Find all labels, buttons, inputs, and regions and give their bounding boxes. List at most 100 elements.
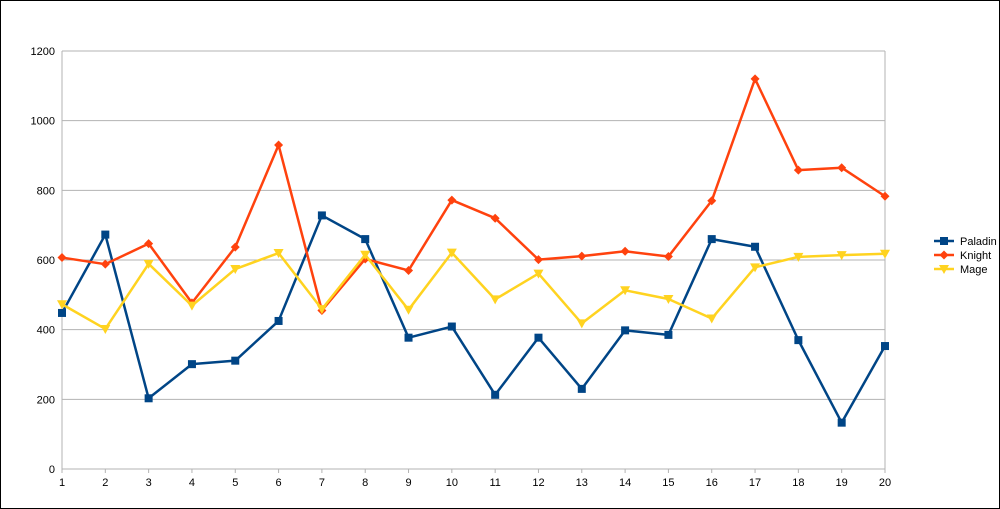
x-tick-label: 4 <box>189 477 195 489</box>
data-point-mage <box>143 259 154 269</box>
data-point-paladin <box>621 326 630 335</box>
x-tick-label: 14 <box>619 477 631 489</box>
x-tick-label: 18 <box>792 477 804 489</box>
legend-label-mage: Mage <box>960 264 988 276</box>
data-point-paladin <box>404 333 413 342</box>
y-tick-label: 600 <box>37 255 55 267</box>
data-point-knight <box>750 74 760 84</box>
x-tick-label: 10 <box>446 477 458 489</box>
x-tick-label: 8 <box>362 477 368 489</box>
y-tick-label: 400 <box>37 325 55 337</box>
x-tick-label: 3 <box>146 477 152 489</box>
data-point-knight <box>490 213 500 223</box>
data-point-paladin <box>837 418 846 427</box>
data-point-knight <box>880 191 890 201</box>
legend-item-knight: Knight <box>934 250 991 262</box>
x-tick-label: 15 <box>662 477 674 489</box>
legend-label-paladin: Paladin <box>960 236 997 248</box>
legend: Paladin Knight Mage <box>934 236 997 276</box>
data-point-mage <box>360 250 371 260</box>
x-tick-label: 2 <box>102 477 108 489</box>
data-point-mage <box>576 319 587 329</box>
data-point-paladin <box>317 211 326 220</box>
y-tick-label: 200 <box>37 394 55 406</box>
series-knight <box>57 74 890 316</box>
data-point-knight <box>274 140 284 150</box>
data-point-knight <box>707 196 717 206</box>
series-paladin <box>58 211 889 427</box>
data-point-mage <box>316 305 327 315</box>
x-tick-label: 7 <box>319 477 325 489</box>
data-point-knight <box>144 239 154 249</box>
x-tick-labels: 1 2 3 4 5 6 7 8 9 10 11 12 13 14 15 16 17 18 19 20 <box>59 477 891 489</box>
data-point-paladin <box>881 342 889 351</box>
data-point-knight <box>533 255 543 265</box>
data-point-paladin <box>144 394 153 403</box>
x-tick-label: 20 <box>879 477 891 489</box>
legend-label-knight: Knight <box>960 250 991 262</box>
data-point-paladin <box>447 322 456 331</box>
data-point-mage <box>230 265 241 275</box>
data-point-mage <box>57 300 67 310</box>
x-tick-label: 19 <box>836 477 848 489</box>
legend-marker-paladin <box>940 237 948 245</box>
data-point-paladin <box>664 330 673 339</box>
data-point-mage <box>446 248 457 258</box>
legend-item-mage: Mage <box>934 264 988 276</box>
grid-lines <box>62 50 885 400</box>
y-tick-label: 800 <box>37 185 55 197</box>
x-tick-label: 5 <box>232 477 238 489</box>
x-tick-label: 17 <box>749 477 761 489</box>
data-point-knight <box>100 259 110 269</box>
legend-item-paladin: Paladin <box>934 236 997 248</box>
data-point-mage <box>836 251 847 261</box>
data-point-knight <box>230 242 240 252</box>
series-line-knight <box>61 77 886 312</box>
y-tick-label: 0 <box>49 464 55 476</box>
data-point-knight <box>793 165 803 175</box>
data-point-paladin <box>577 384 586 393</box>
data-point-mage <box>706 314 717 324</box>
data-point-paladin <box>187 360 196 369</box>
data-point-mage <box>273 249 284 259</box>
data-point-mage <box>100 324 111 334</box>
data-point-knight <box>57 253 67 263</box>
series-line-paladin <box>60 214 887 424</box>
x-tick-label: 13 <box>576 477 588 489</box>
data-point-mage <box>880 249 890 259</box>
series-line-mage <box>61 251 886 331</box>
y-tick-label: 1000 <box>31 116 55 128</box>
data-point-mage <box>620 286 631 296</box>
data-point-paladin <box>361 235 370 244</box>
data-point-mage <box>533 269 544 279</box>
data-point-knight <box>663 252 673 262</box>
data-point-knight <box>620 246 630 256</box>
data-point-paladin <box>274 316 283 325</box>
series-mage <box>57 248 890 334</box>
x-tick-label: 9 <box>405 477 411 489</box>
data-point-mage <box>403 305 414 315</box>
y-tick-label: 1200 <box>31 46 55 58</box>
data-point-knight <box>404 265 414 275</box>
data-point-paladin <box>707 235 716 244</box>
x-tick-label: 1 <box>59 477 65 489</box>
data-point-paladin <box>794 336 803 345</box>
y-tick-labels: 0 200 400 600 800 1000 1200 <box>31 46 55 476</box>
legend-marker-knight <box>939 250 949 260</box>
data-point-mage <box>186 301 197 311</box>
series-group <box>57 74 890 427</box>
data-point-knight <box>577 251 587 261</box>
data-point-paladin <box>101 230 110 239</box>
data-point-knight <box>837 163 847 173</box>
legend-marker-mage <box>939 265 949 274</box>
data-point-knight <box>447 195 457 205</box>
data-point-paladin <box>751 242 760 251</box>
data-point-paladin <box>58 308 66 317</box>
data-point-paladin <box>491 390 500 399</box>
x-tick-label: 16 <box>706 477 718 489</box>
data-point-paladin <box>231 356 240 365</box>
x-tick-label: 11 <box>489 477 500 489</box>
data-point-mage <box>793 252 804 262</box>
